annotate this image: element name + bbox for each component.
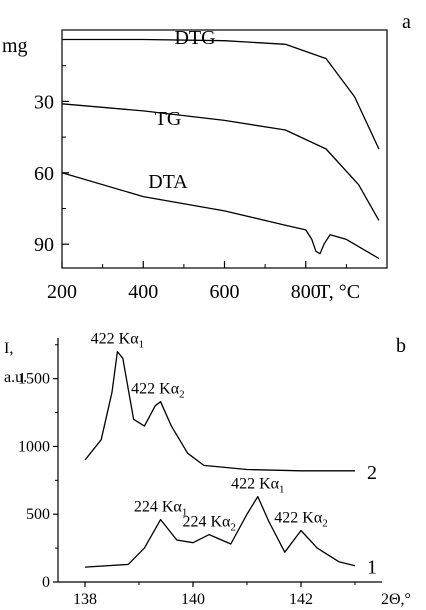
- panel-a-x-tick-label: 800: [291, 281, 321, 303]
- panel-a-series-tg-line: [61, 103, 380, 221]
- panel-b-peak-annotation-sub: 2: [230, 522, 236, 534]
- panel-b-peak-annotation-sub: 1: [279, 484, 285, 496]
- panel-b-y-tick-label: 1500: [18, 371, 50, 388]
- panel-b-series-1-label: 1: [367, 557, 377, 579]
- panel-b-peak-annotation-text: 224 Kα: [134, 499, 183, 516]
- panel-b-peak-annotation-sub: 2: [179, 389, 185, 401]
- panel-a-y-tick-label: 60: [34, 163, 54, 185]
- panel-b-series-2-line: [84, 350, 355, 472]
- panel-b-peak-annotation-text: 422 Kα: [231, 476, 280, 493]
- panel-a-series-dta-line: [61, 172, 380, 260]
- panel-b-x-label: 2Θ,°: [381, 591, 411, 608]
- panel-a-x-tick-label: 200: [47, 281, 77, 303]
- panel-a-x-tick-label: 400: [128, 281, 158, 303]
- panel-b-label: b: [396, 335, 406, 357]
- panel-b-y-tick-label: 500: [26, 506, 50, 523]
- panel-b-peak-annotation: 224 Kα2: [182, 514, 235, 534]
- panel-b-peak-annotation-text: 422 Kα: [131, 381, 180, 398]
- panel-b-x-tick-label: 142: [289, 591, 313, 608]
- panel-a-series-tg-label: TG: [155, 108, 182, 130]
- panel-a-y-tick-label: 90: [34, 234, 54, 256]
- panel-b-peak-annotation: 422 Kα1: [91, 331, 144, 351]
- panel-b-series-1-line: [84, 495, 356, 568]
- panel-a-series-dtg-line: [62, 38, 380, 150]
- panel-b-series-2-label: 2: [367, 462, 377, 484]
- panel-b-y-label-line1: I,: [4, 340, 13, 357]
- panel-b-peak-annotation: 422 Kα2: [131, 381, 184, 401]
- panel-b-y-tick-label: 0: [42, 574, 50, 591]
- panel-a-series-dtg-label: DTG: [174, 27, 215, 49]
- panel-a-y-unit: mg: [2, 35, 28, 57]
- panel-b-x-tick-label: 140: [181, 591, 205, 608]
- panel-a-label: a: [402, 11, 411, 33]
- panel-b-x-tick-label: 138: [73, 591, 97, 608]
- panel-b-y-tick-label: 1000: [18, 438, 50, 455]
- panel-a-chart: a mg 200 400 600 800 30 60 90 DTG TG DTA T, °C: [2, 11, 411, 303]
- panel-a-x-label-unit: °C: [339, 281, 360, 303]
- panel-b-peak-annotation: 422 Kα1: [231, 476, 284, 496]
- panel-b-peak-annotation-text: 224 Kα: [182, 514, 231, 531]
- panel-a-x-tick-label: 600: [210, 281, 240, 303]
- panel-a-y-tick-label: 30: [34, 91, 54, 113]
- panel-b-peak-annotation-sub: 1: [182, 507, 188, 519]
- panel-b-chart: b I, a.u. 2Θ,° 138 140 142 0 500 1000 1500 2 1…: [4, 331, 411, 608]
- panel-b-peak-annotation-sub: 1: [139, 339, 145, 351]
- panel-b-peak-annotation: 224 Kα1: [134, 499, 187, 519]
- panel-a-x-label: T, °C: [318, 281, 360, 303]
- panel-b-peak-annotation-text: 422 Kα: [274, 509, 323, 526]
- panel-b-peak-annotation: 422 Kα2: [274, 509, 327, 529]
- panel-b-y-label-line2: a.u.: [4, 369, 27, 386]
- panel-a-axes-frame: [61, 29, 388, 269]
- panel-b-peak-annotation-sub: 2: [322, 517, 328, 529]
- panel-a-series-dta-label: DTA: [148, 171, 188, 193]
- panel-b-peak-annotation-text: 422 Kα: [91, 331, 140, 348]
- panel-a-x-label-value: T,: [318, 281, 339, 303]
